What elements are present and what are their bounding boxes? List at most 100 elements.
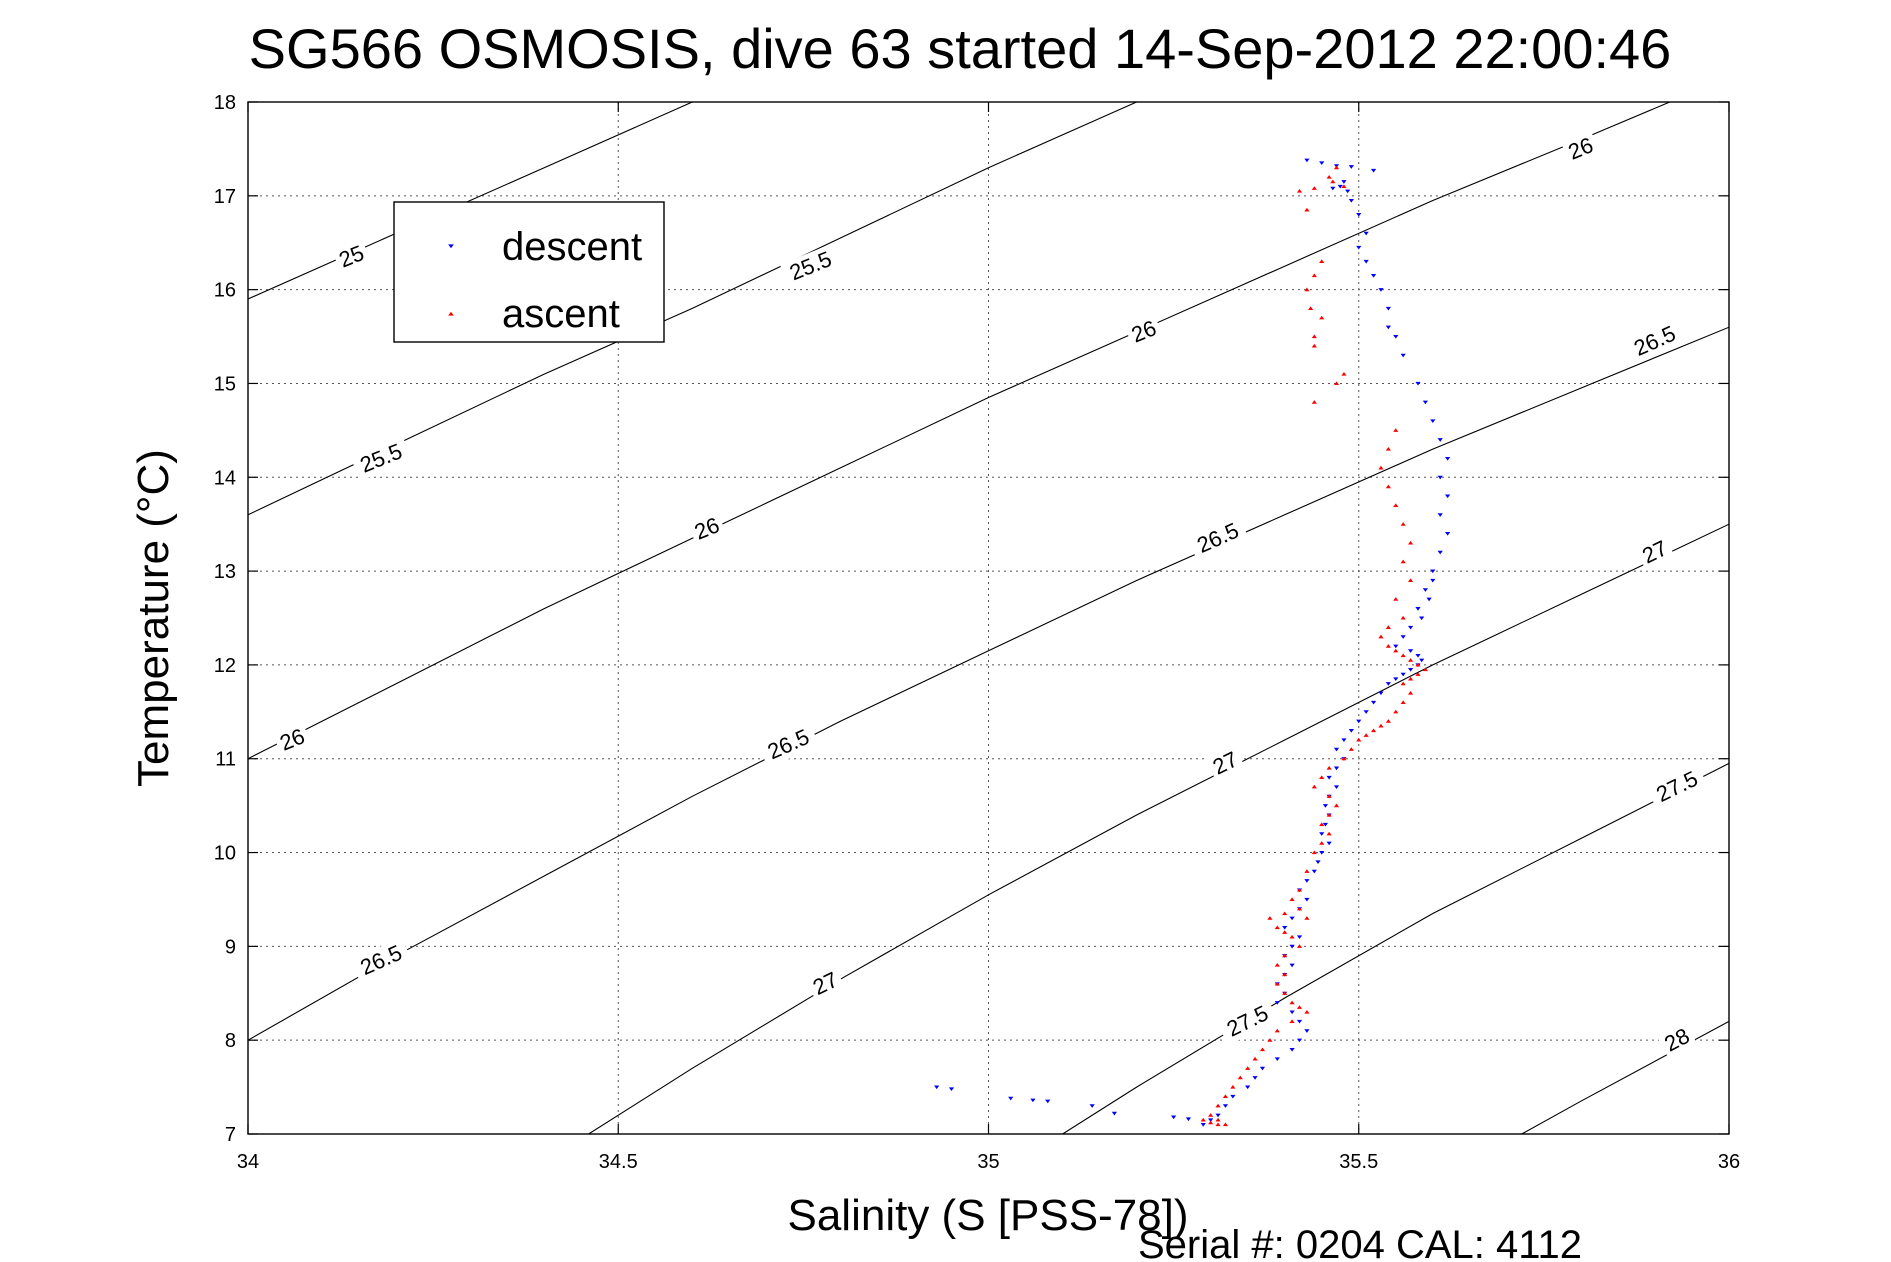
density-contour-26 bbox=[248, 102, 1671, 760]
ascent-point bbox=[1304, 1009, 1310, 1014]
x-tick-label: 35.5 bbox=[1339, 1151, 1378, 1173]
descent-point bbox=[934, 1085, 940, 1090]
ascent-point bbox=[1267, 916, 1273, 920]
descent-point bbox=[1333, 766, 1340, 771]
descent-point bbox=[1430, 578, 1436, 583]
descent-point bbox=[1304, 879, 1310, 883]
ascent-point bbox=[1407, 690, 1414, 695]
contour-label-bg bbox=[1646, 762, 1709, 811]
ascent-point bbox=[1400, 559, 1406, 564]
contour-label-bg bbox=[331, 238, 372, 275]
ascent-point bbox=[1274, 963, 1280, 967]
ascent-point bbox=[1400, 522, 1406, 526]
contour-label-bg bbox=[1187, 514, 1249, 562]
descent-point bbox=[1385, 325, 1391, 330]
descent-marker-icon bbox=[448, 244, 454, 249]
x-tick-label: 36 bbox=[1718, 1151, 1740, 1173]
ascent-point bbox=[1341, 756, 1347, 761]
ascent-point bbox=[1289, 1019, 1295, 1023]
x-axis-ticks: 34 34.5 35 35.5 36 bbox=[237, 102, 1740, 1173]
ascent-point bbox=[1311, 343, 1317, 348]
descent-point bbox=[1345, 189, 1351, 194]
ascent-point bbox=[1296, 887, 1303, 892]
ascent-point bbox=[1230, 1085, 1236, 1089]
ascent-point bbox=[1289, 1000, 1295, 1005]
descent-point bbox=[1222, 1104, 1229, 1108]
y-tick-label: 16 bbox=[214, 280, 236, 302]
ascent-point bbox=[1319, 822, 1325, 826]
contour-label-bg bbox=[757, 721, 820, 768]
ascent-point bbox=[1393, 428, 1399, 432]
contour-label-bg bbox=[805, 965, 846, 1003]
descent-point bbox=[1370, 274, 1377, 278]
descent-point bbox=[1089, 1104, 1095, 1108]
ascent-point bbox=[1385, 625, 1391, 629]
descent-series bbox=[934, 158, 1451, 1127]
contour-label-bg bbox=[1216, 997, 1279, 1046]
descent-point bbox=[1407, 649, 1414, 653]
descent-point bbox=[1045, 1099, 1051, 1104]
ascent-point bbox=[1237, 1075, 1243, 1080]
descent-point bbox=[1430, 419, 1436, 424]
ascent-point bbox=[1296, 944, 1303, 948]
descent-point bbox=[1437, 475, 1443, 480]
density-contour-25 bbox=[248, 102, 693, 300]
ascent-point bbox=[1407, 578, 1414, 583]
descent-point bbox=[1437, 550, 1443, 555]
ascent-point bbox=[1319, 315, 1325, 320]
ascent-point bbox=[1304, 869, 1310, 873]
ascent-point bbox=[1319, 775, 1325, 780]
descent-point bbox=[1274, 1057, 1280, 1062]
descent-point bbox=[1426, 597, 1432, 602]
ascent-point bbox=[1330, 179, 1336, 184]
y-tick-label: 9 bbox=[225, 936, 236, 958]
ascent-point bbox=[1341, 184, 1347, 188]
descent-point bbox=[1319, 832, 1325, 836]
ascent-point bbox=[1333, 165, 1340, 170]
descent-point bbox=[1296, 1038, 1303, 1043]
ascent-point bbox=[1407, 540, 1414, 545]
ascent-point bbox=[1319, 259, 1325, 264]
descent-point bbox=[1378, 691, 1384, 696]
x-tick-label: 34.5 bbox=[599, 1151, 638, 1173]
ascent-point bbox=[1378, 723, 1384, 728]
descent-point bbox=[1282, 926, 1288, 930]
ascent-point bbox=[1326, 174, 1332, 179]
ascent-point bbox=[1289, 934, 1295, 939]
ascent-point bbox=[1311, 850, 1317, 855]
ascent-point bbox=[1415, 662, 1421, 667]
ascent-point bbox=[1245, 1066, 1251, 1070]
density-contour-27.5 bbox=[1062, 762, 1729, 1134]
descent-point bbox=[948, 1087, 955, 1092]
descent-point bbox=[1445, 494, 1451, 499]
contour-label-bg bbox=[779, 243, 842, 289]
ascent-point bbox=[1308, 306, 1314, 310]
descent-point bbox=[1333, 785, 1340, 789]
ascent-point bbox=[1333, 381, 1340, 386]
ascent-point bbox=[1215, 1103, 1221, 1108]
legend-marker-ascent bbox=[448, 311, 454, 316]
ascent-point bbox=[1215, 1122, 1221, 1127]
x-axis-label: Salinity (S [PSS-78]) bbox=[787, 1191, 1188, 1240]
descent-point bbox=[1393, 644, 1399, 649]
contour-label-bg bbox=[1124, 313, 1164, 350]
ascent-point bbox=[1282, 930, 1288, 934]
ascent-point bbox=[1422, 667, 1428, 672]
descent-point bbox=[1274, 1001, 1280, 1005]
ascent-point bbox=[1289, 897, 1295, 902]
descent-point bbox=[1304, 1029, 1310, 1033]
ascent-point bbox=[1415, 672, 1421, 676]
ascent-point bbox=[1356, 737, 1362, 742]
contour-label-bg bbox=[350, 435, 413, 482]
y-axis-ticks: 7 8 9 10 11 12 13 14 15 16 17 18 bbox=[214, 92, 1729, 1146]
descent-point bbox=[1311, 869, 1317, 874]
y-tick-label: 11 bbox=[215, 749, 236, 771]
descent-point bbox=[1315, 860, 1321, 865]
ascent-point bbox=[1393, 648, 1399, 653]
descent-point bbox=[1407, 625, 1414, 630]
descent-point bbox=[1415, 653, 1421, 658]
descent-point bbox=[1200, 1123, 1206, 1127]
descent-point bbox=[1289, 916, 1295, 921]
ascent-marker-icon bbox=[448, 311, 454, 316]
descent-point bbox=[1348, 165, 1354, 169]
